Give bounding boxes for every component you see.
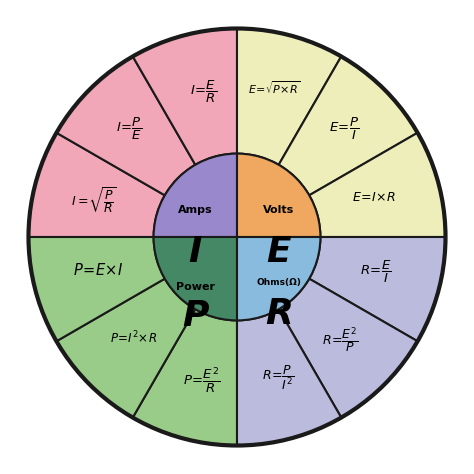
Wedge shape — [279, 279, 418, 418]
Text: Amps: Amps — [178, 205, 213, 215]
Text: $E\!=\!\sqrt{P\!\times\! R}$: $E\!=\!\sqrt{P\!\times\! R}$ — [248, 80, 301, 96]
Wedge shape — [56, 279, 195, 418]
Wedge shape — [133, 28, 237, 165]
Wedge shape — [28, 237, 165, 341]
Wedge shape — [279, 56, 418, 195]
Text: R: R — [265, 297, 292, 331]
Wedge shape — [309, 237, 446, 341]
Text: $P\!=\!E\!\times\!I$: $P\!=\!E\!\times\!I$ — [73, 262, 124, 278]
Wedge shape — [56, 56, 195, 195]
Text: $R\!=\!\dfrac{P}{I^2}$: $R\!=\!\dfrac{P}{I^2}$ — [262, 364, 295, 392]
Text: $I\!=\!\dfrac{E}{R}$: $I\!=\!\dfrac{E}{R}$ — [191, 79, 218, 105]
Text: $R\!=\!\dfrac{E}{I}$: $R\!=\!\dfrac{E}{I}$ — [360, 259, 392, 285]
Text: $P\!=\!\dfrac{E^2}{R}$: $P\!=\!\dfrac{E^2}{R}$ — [183, 365, 220, 395]
Wedge shape — [237, 154, 320, 237]
Text: $P\!=\!I^2\!\times\!R$: $P\!=\!I^2\!\times\!R$ — [110, 330, 157, 346]
Text: $E\!=\!I\!\times\!R$: $E\!=\!I\!\times\!R$ — [352, 191, 395, 204]
Wedge shape — [133, 309, 237, 446]
Wedge shape — [28, 133, 165, 237]
Text: E: E — [266, 235, 291, 269]
Text: I: I — [189, 235, 202, 269]
Text: $R\!=\!\dfrac{E^2}{P}$: $R\!=\!\dfrac{E^2}{P}$ — [322, 326, 359, 355]
Wedge shape — [237, 237, 320, 320]
Text: Ohms(Ω): Ohms(Ω) — [256, 278, 301, 287]
Text: $I=\!\sqrt{\dfrac{P}{R}}$: $I=\!\sqrt{\dfrac{P}{R}}$ — [71, 185, 117, 215]
Wedge shape — [154, 237, 237, 320]
Text: P: P — [182, 299, 209, 333]
Text: Volts: Volts — [263, 205, 294, 215]
Wedge shape — [237, 309, 341, 446]
Text: $E\!=\!\dfrac{P}{I}$: $E\!=\!\dfrac{P}{I}$ — [329, 116, 360, 142]
Wedge shape — [237, 28, 341, 165]
Wedge shape — [309, 133, 446, 237]
Text: $I\!=\!\dfrac{P}{E}$: $I\!=\!\dfrac{P}{E}$ — [116, 116, 143, 142]
Text: Power: Power — [176, 282, 215, 292]
Wedge shape — [154, 154, 237, 237]
